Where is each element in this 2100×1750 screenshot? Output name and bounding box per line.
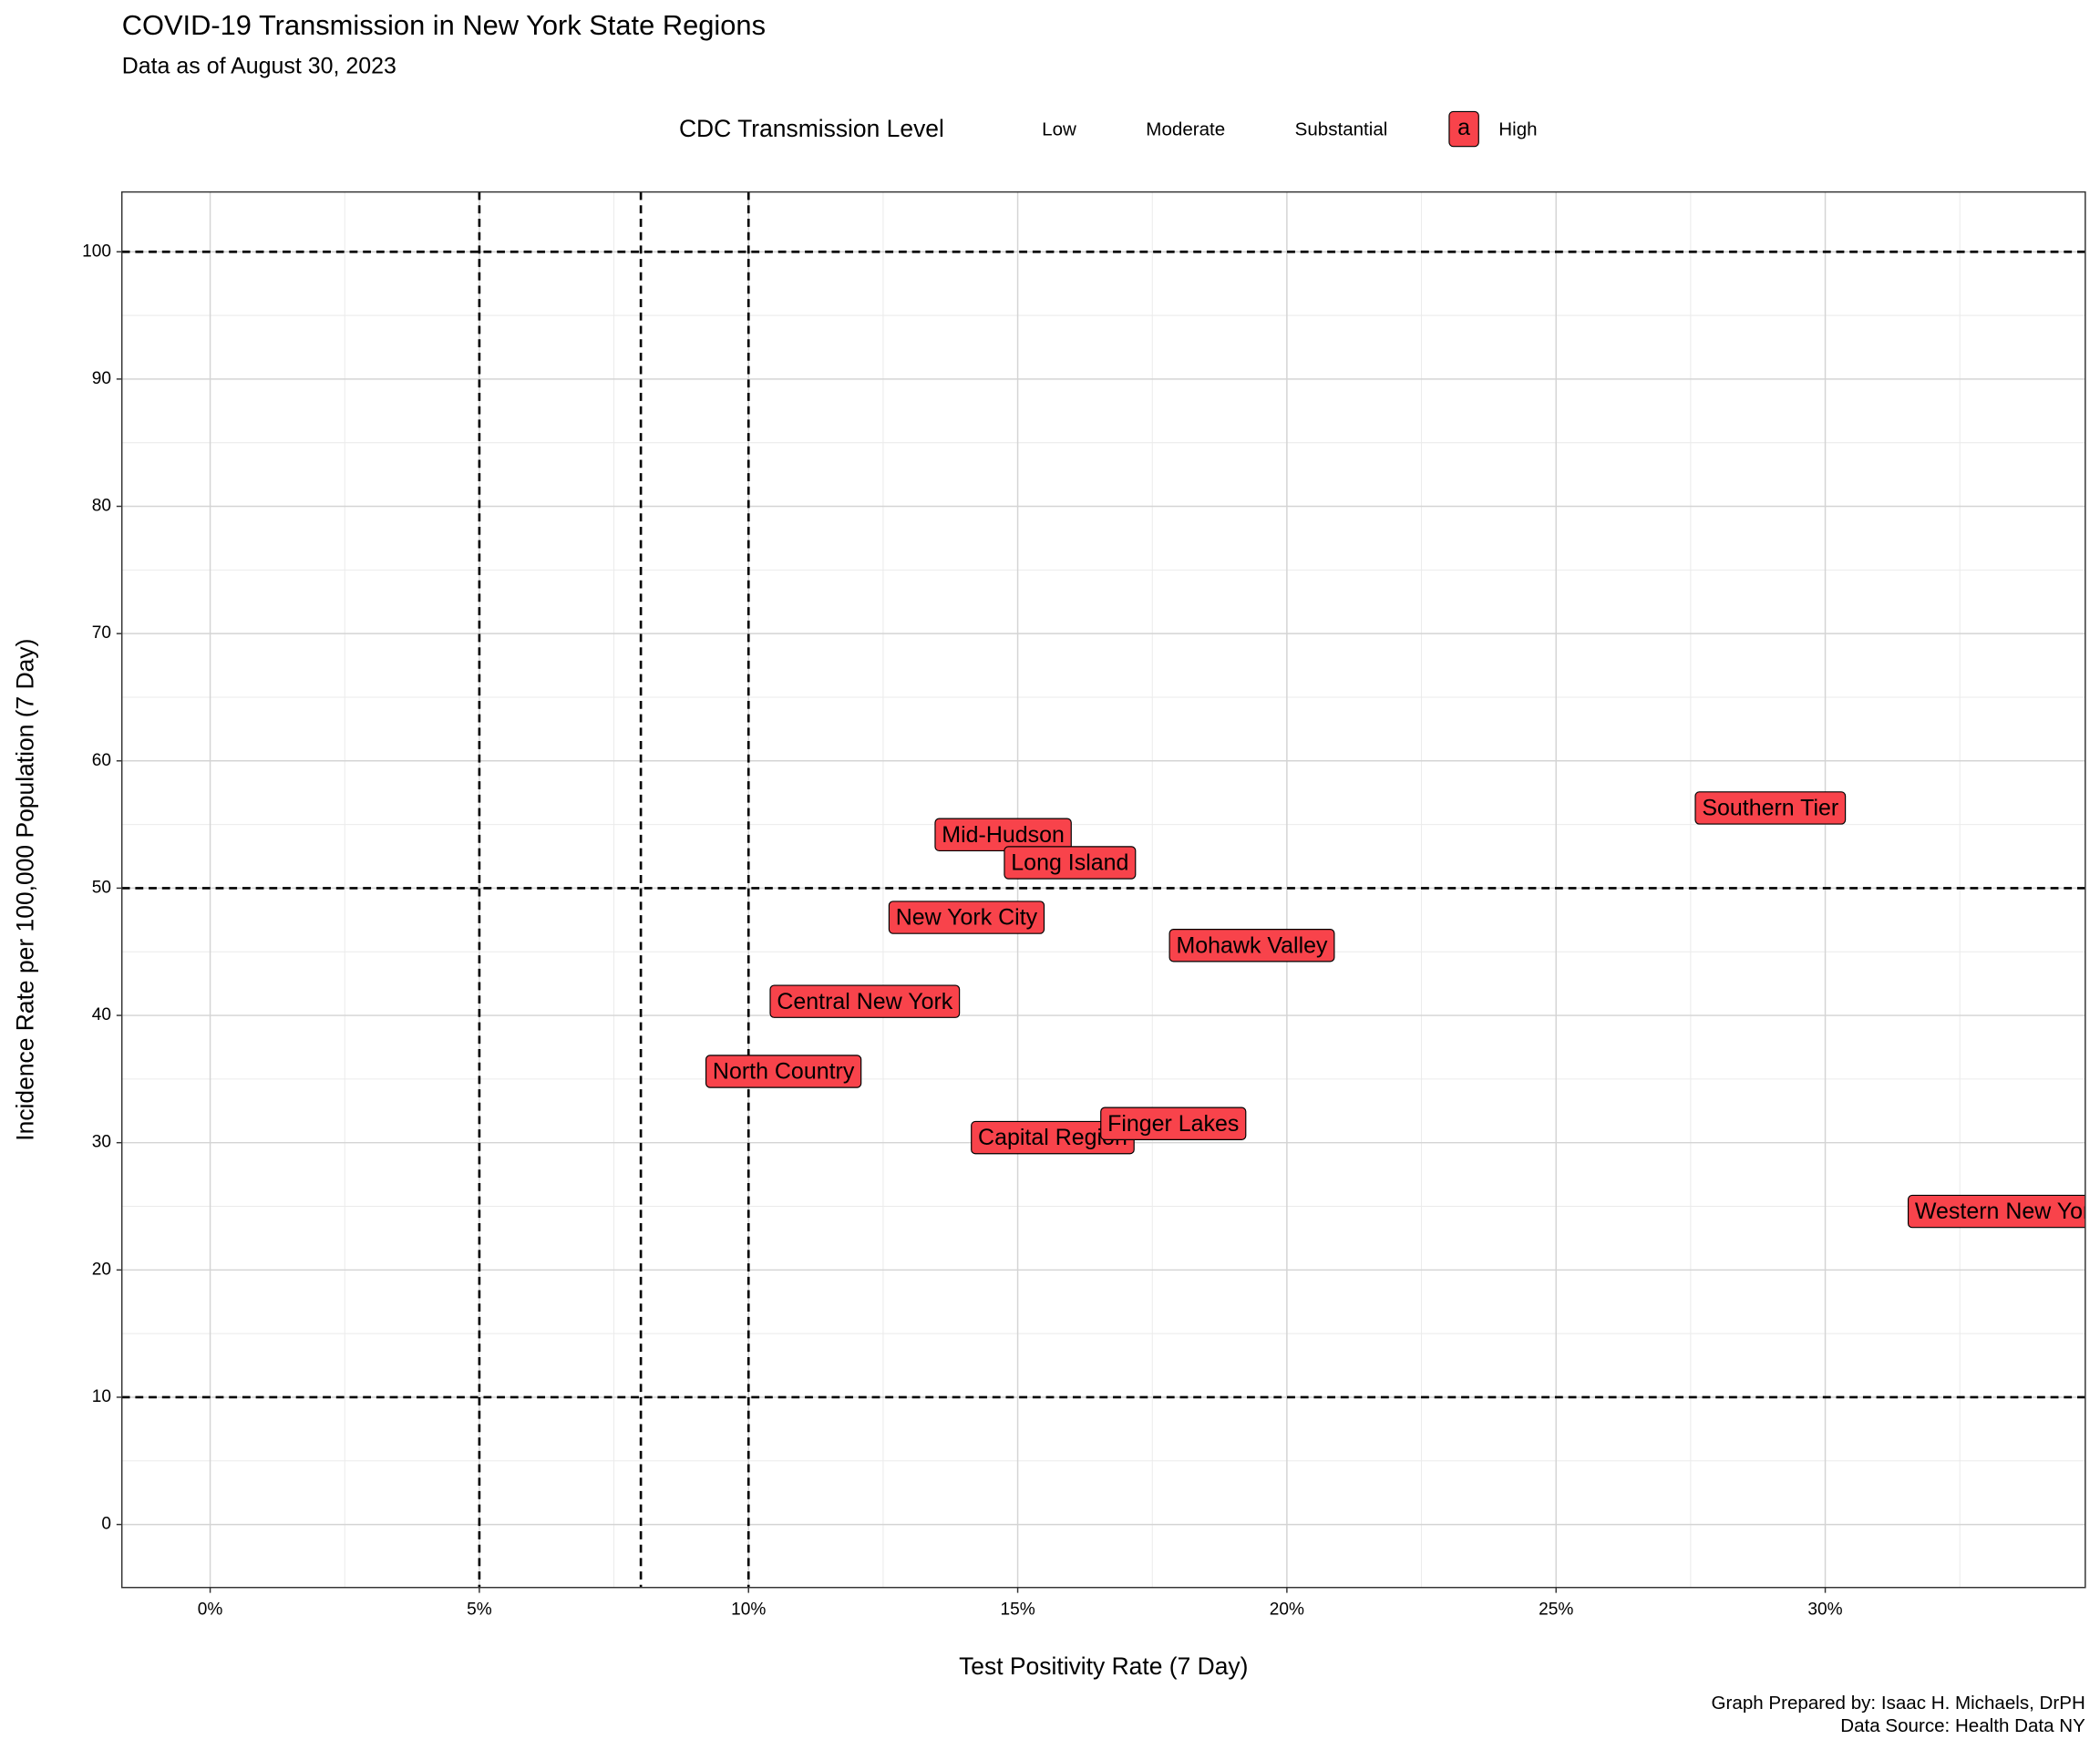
- point-box: [705, 1055, 862, 1088]
- point-label-text: Mohawk Valley: [1176, 932, 1328, 958]
- chart-subtitle: Data as of August 30, 2023: [122, 54, 396, 79]
- legend-key: [1448, 110, 1479, 148]
- y-tick-label: 20: [92, 1260, 111, 1279]
- y-tick-label: 40: [92, 1005, 111, 1024]
- point-box: [934, 818, 1072, 851]
- point-box: [1694, 791, 1847, 825]
- x-tick-label: 25%: [1539, 1601, 1573, 1620]
- point-label: North Country: [705, 1055, 862, 1088]
- y-tick-label: 90: [92, 369, 111, 388]
- y-tick-label: 80: [92, 497, 111, 516]
- point-label-text: Finger Lakes: [1107, 1111, 1239, 1137]
- point-label: Long Island: [1004, 846, 1137, 880]
- y-tick-label: 0: [101, 1515, 111, 1534]
- chart-title: COVID-19 Transmission in New York State …: [122, 9, 766, 41]
- panel-border: [120, 190, 2086, 1589]
- x-tick-label: 0%: [198, 1601, 223, 1620]
- y-tick-label: 100: [82, 242, 111, 261]
- x-tick-label: 15%: [1000, 1601, 1035, 1620]
- point-box: [769, 984, 961, 1018]
- y-tick-label: 50: [92, 878, 111, 897]
- point-label-text: Western New York: [1915, 1199, 2100, 1224]
- point-label: Western New York: [1907, 1194, 2100, 1229]
- point-label-text: Central New York: [777, 989, 952, 1014]
- point-box: [1907, 1194, 2085, 1229]
- legend-key-text: a: [1457, 115, 1470, 140]
- point-box: [1100, 1107, 1247, 1140]
- point-label-text: Mid-Hudson: [942, 822, 1065, 848]
- y-axis-title: Incidence Rate per 100,000 Population (7…: [11, 639, 38, 1141]
- legend-label: Low: [1042, 118, 1076, 139]
- point-label-text: Southern Tier: [1702, 796, 1838, 821]
- point-label: Central New York: [769, 984, 961, 1018]
- point-label-text: New York City: [896, 905, 1038, 931]
- point-box: [1004, 846, 1137, 880]
- y-tick-label: 70: [92, 623, 111, 643]
- x-tick-label: 10%: [731, 1601, 766, 1620]
- point-box: [1168, 929, 1335, 962]
- legend-title: CDC Transmission Level: [679, 115, 944, 142]
- y-tick-label: 30: [92, 1133, 111, 1152]
- point-label: Southern Tier: [1694, 791, 1847, 825]
- x-tick-label: 30%: [1807, 1601, 1842, 1620]
- legend-label: High: [1498, 118, 1537, 139]
- x-tick-label: 5%: [467, 1601, 492, 1620]
- point-label-text: Long Island: [1011, 850, 1128, 876]
- point-label: New York City: [888, 901, 1045, 934]
- y-tick-label: 60: [92, 751, 111, 770]
- x-axis-title: Test Positivity Rate (7 Day): [959, 1652, 1248, 1680]
- legend-label: Substantial: [1295, 118, 1388, 139]
- point-label: Mohawk Valley: [1168, 929, 1335, 962]
- legend-label: Moderate: [1146, 118, 1225, 139]
- x-tick-label: 20%: [1270, 1601, 1304, 1620]
- caption: Graph Prepared by: Isaac H. Michaels, Dr…: [1712, 1693, 2085, 1714]
- point-box: [888, 901, 1045, 934]
- point-label: Mid-Hudson: [934, 818, 1072, 851]
- y-tick-label: 10: [92, 1387, 111, 1406]
- point-label: Finger Lakes: [1100, 1107, 1247, 1140]
- caption: Data Source: Health Data NY: [1840, 1715, 2085, 1736]
- point-label-text: North Country: [713, 1059, 855, 1085]
